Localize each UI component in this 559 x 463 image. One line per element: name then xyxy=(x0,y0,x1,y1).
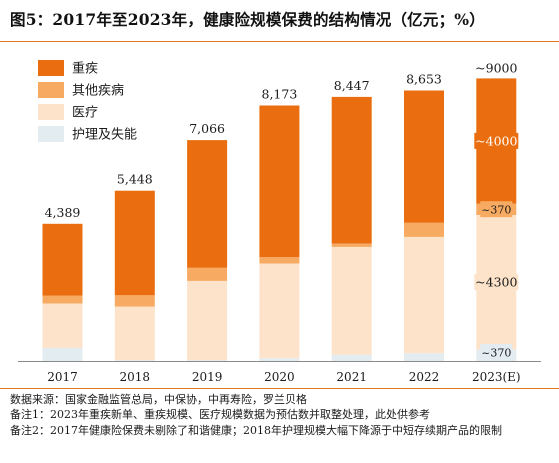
bar-segment-其他疾病-2020 xyxy=(259,257,300,264)
bar-segment-医疗-2021 xyxy=(331,246,372,355)
bar-segment-护理及失能-2019 xyxy=(187,360,228,361)
x-tick-label-2019: 2019 xyxy=(192,370,223,384)
annotation-其他疾病: ~370 xyxy=(481,204,511,217)
total-label-2021: 8,447 xyxy=(334,78,370,93)
bar-segment-重疾-2021 xyxy=(331,96,372,244)
notes-divider xyxy=(0,388,559,389)
bar-segment-护理及失能-2021 xyxy=(331,354,372,361)
x-tick-label-2020: 2020 xyxy=(264,370,295,384)
x-tick-label-2022: 2022 xyxy=(409,370,440,384)
legend-swatch-其他疾病 xyxy=(38,82,64,98)
x-tick-label-2018: 2018 xyxy=(120,370,151,384)
x-tick-label-2021: 2021 xyxy=(336,370,367,384)
bar-segment-其他疾病-2022 xyxy=(404,222,444,237)
legend-label-护理及失能: 护理及失能 xyxy=(72,128,137,143)
legend-label-其他疾病: 其他疾病 xyxy=(72,84,124,99)
title-divider xyxy=(0,41,559,42)
note-source: 数据来源：国家金融监管总局，中保协，中再寿险，罗兰贝格 xyxy=(10,393,307,406)
x-tick-label-2017: 2017 xyxy=(47,370,78,384)
bar-segment-其他疾病-2021 xyxy=(331,243,372,247)
total-label-2019: 7,066 xyxy=(189,121,225,136)
annotation-护理及失能: ~370 xyxy=(481,347,511,360)
bar-segment-重疾-2019 xyxy=(187,140,228,268)
bar-segment-护理及失能-2018 xyxy=(114,360,155,361)
x-tick-label-2023(E): 2023(E) xyxy=(472,370,521,384)
chart-title: 图5：2017年至2023年，健康险规模保费的结构情况（亿元；%） xyxy=(10,10,485,29)
note-2: 备注2：2017年健康险保费未剔除了和谐健康；2018年护理规模大幅下降源于中短… xyxy=(10,423,502,437)
bar-segment-其他疾病-2019 xyxy=(187,267,228,281)
bar-segment-护理及失能-2017 xyxy=(42,347,83,361)
annotation-医疗: ~4300 xyxy=(475,275,517,290)
legend-swatch-重疾 xyxy=(38,60,64,76)
annotations-2023: ~370 ~4300 ~370 ~4000 xyxy=(474,132,519,360)
bar-segment-重疾-2022 xyxy=(404,90,444,223)
bar-segment-医疗-2017 xyxy=(42,303,83,348)
bar-segment-重疾-2017 xyxy=(42,223,83,296)
total-label-2023(E): ~9000 xyxy=(475,61,517,76)
bars xyxy=(42,78,517,361)
total-label-2017: 4,389 xyxy=(45,205,81,220)
bar-segment-其他疾病-2018 xyxy=(114,295,155,307)
legend-swatch-护理及失能 xyxy=(38,126,64,142)
total-label-2020: 8,173 xyxy=(262,87,298,102)
bar-segment-其他疾病-2017 xyxy=(42,295,83,304)
bar-segment-重疾-2020 xyxy=(259,105,300,258)
note-1: 备注1：2023年重疾新单、重疾规模、医疗规模数据为预估数并取整处理，此处供参考 xyxy=(10,408,430,422)
annotation-box-其他疾病 xyxy=(480,201,513,218)
bar-segment-医疗-2020 xyxy=(259,263,300,359)
notes: 数据来源：国家金融监管总局，中保协，中再寿险，罗兰贝格 备注1：2023年重疾新… xyxy=(10,392,550,438)
bar-segment-医疗-2019 xyxy=(187,281,228,361)
bar-segment-重疾-2018 xyxy=(114,190,155,296)
legend-label-重疾: 重疾 xyxy=(72,61,98,77)
bar-segment-护理及失能-2022 xyxy=(404,353,444,361)
legend-swatch-医疗 xyxy=(38,104,64,120)
total-labels: 4,389 5,448 7,066 8,173 8,447 8,653 ~9000 xyxy=(45,61,518,220)
annotation-box-医疗 xyxy=(474,274,519,291)
bar-segment-医疗-2022 xyxy=(404,236,444,354)
total-label-2018: 5,448 xyxy=(117,172,153,187)
annotation-box-重疾 xyxy=(474,132,519,149)
x-axis-labels: 2017 2018 2019 2020 2021 2022 2023(E) xyxy=(47,370,520,384)
total-label-2022: 8,653 xyxy=(406,72,442,87)
legend-label-医疗: 医疗 xyxy=(72,106,98,121)
bar-segment-医疗-2018 xyxy=(114,306,155,361)
annotation-box-护理及失能 xyxy=(480,344,513,360)
bar-segment-护理及失能-2020 xyxy=(259,358,300,361)
annotation-重疾: ~4000 xyxy=(475,133,517,148)
